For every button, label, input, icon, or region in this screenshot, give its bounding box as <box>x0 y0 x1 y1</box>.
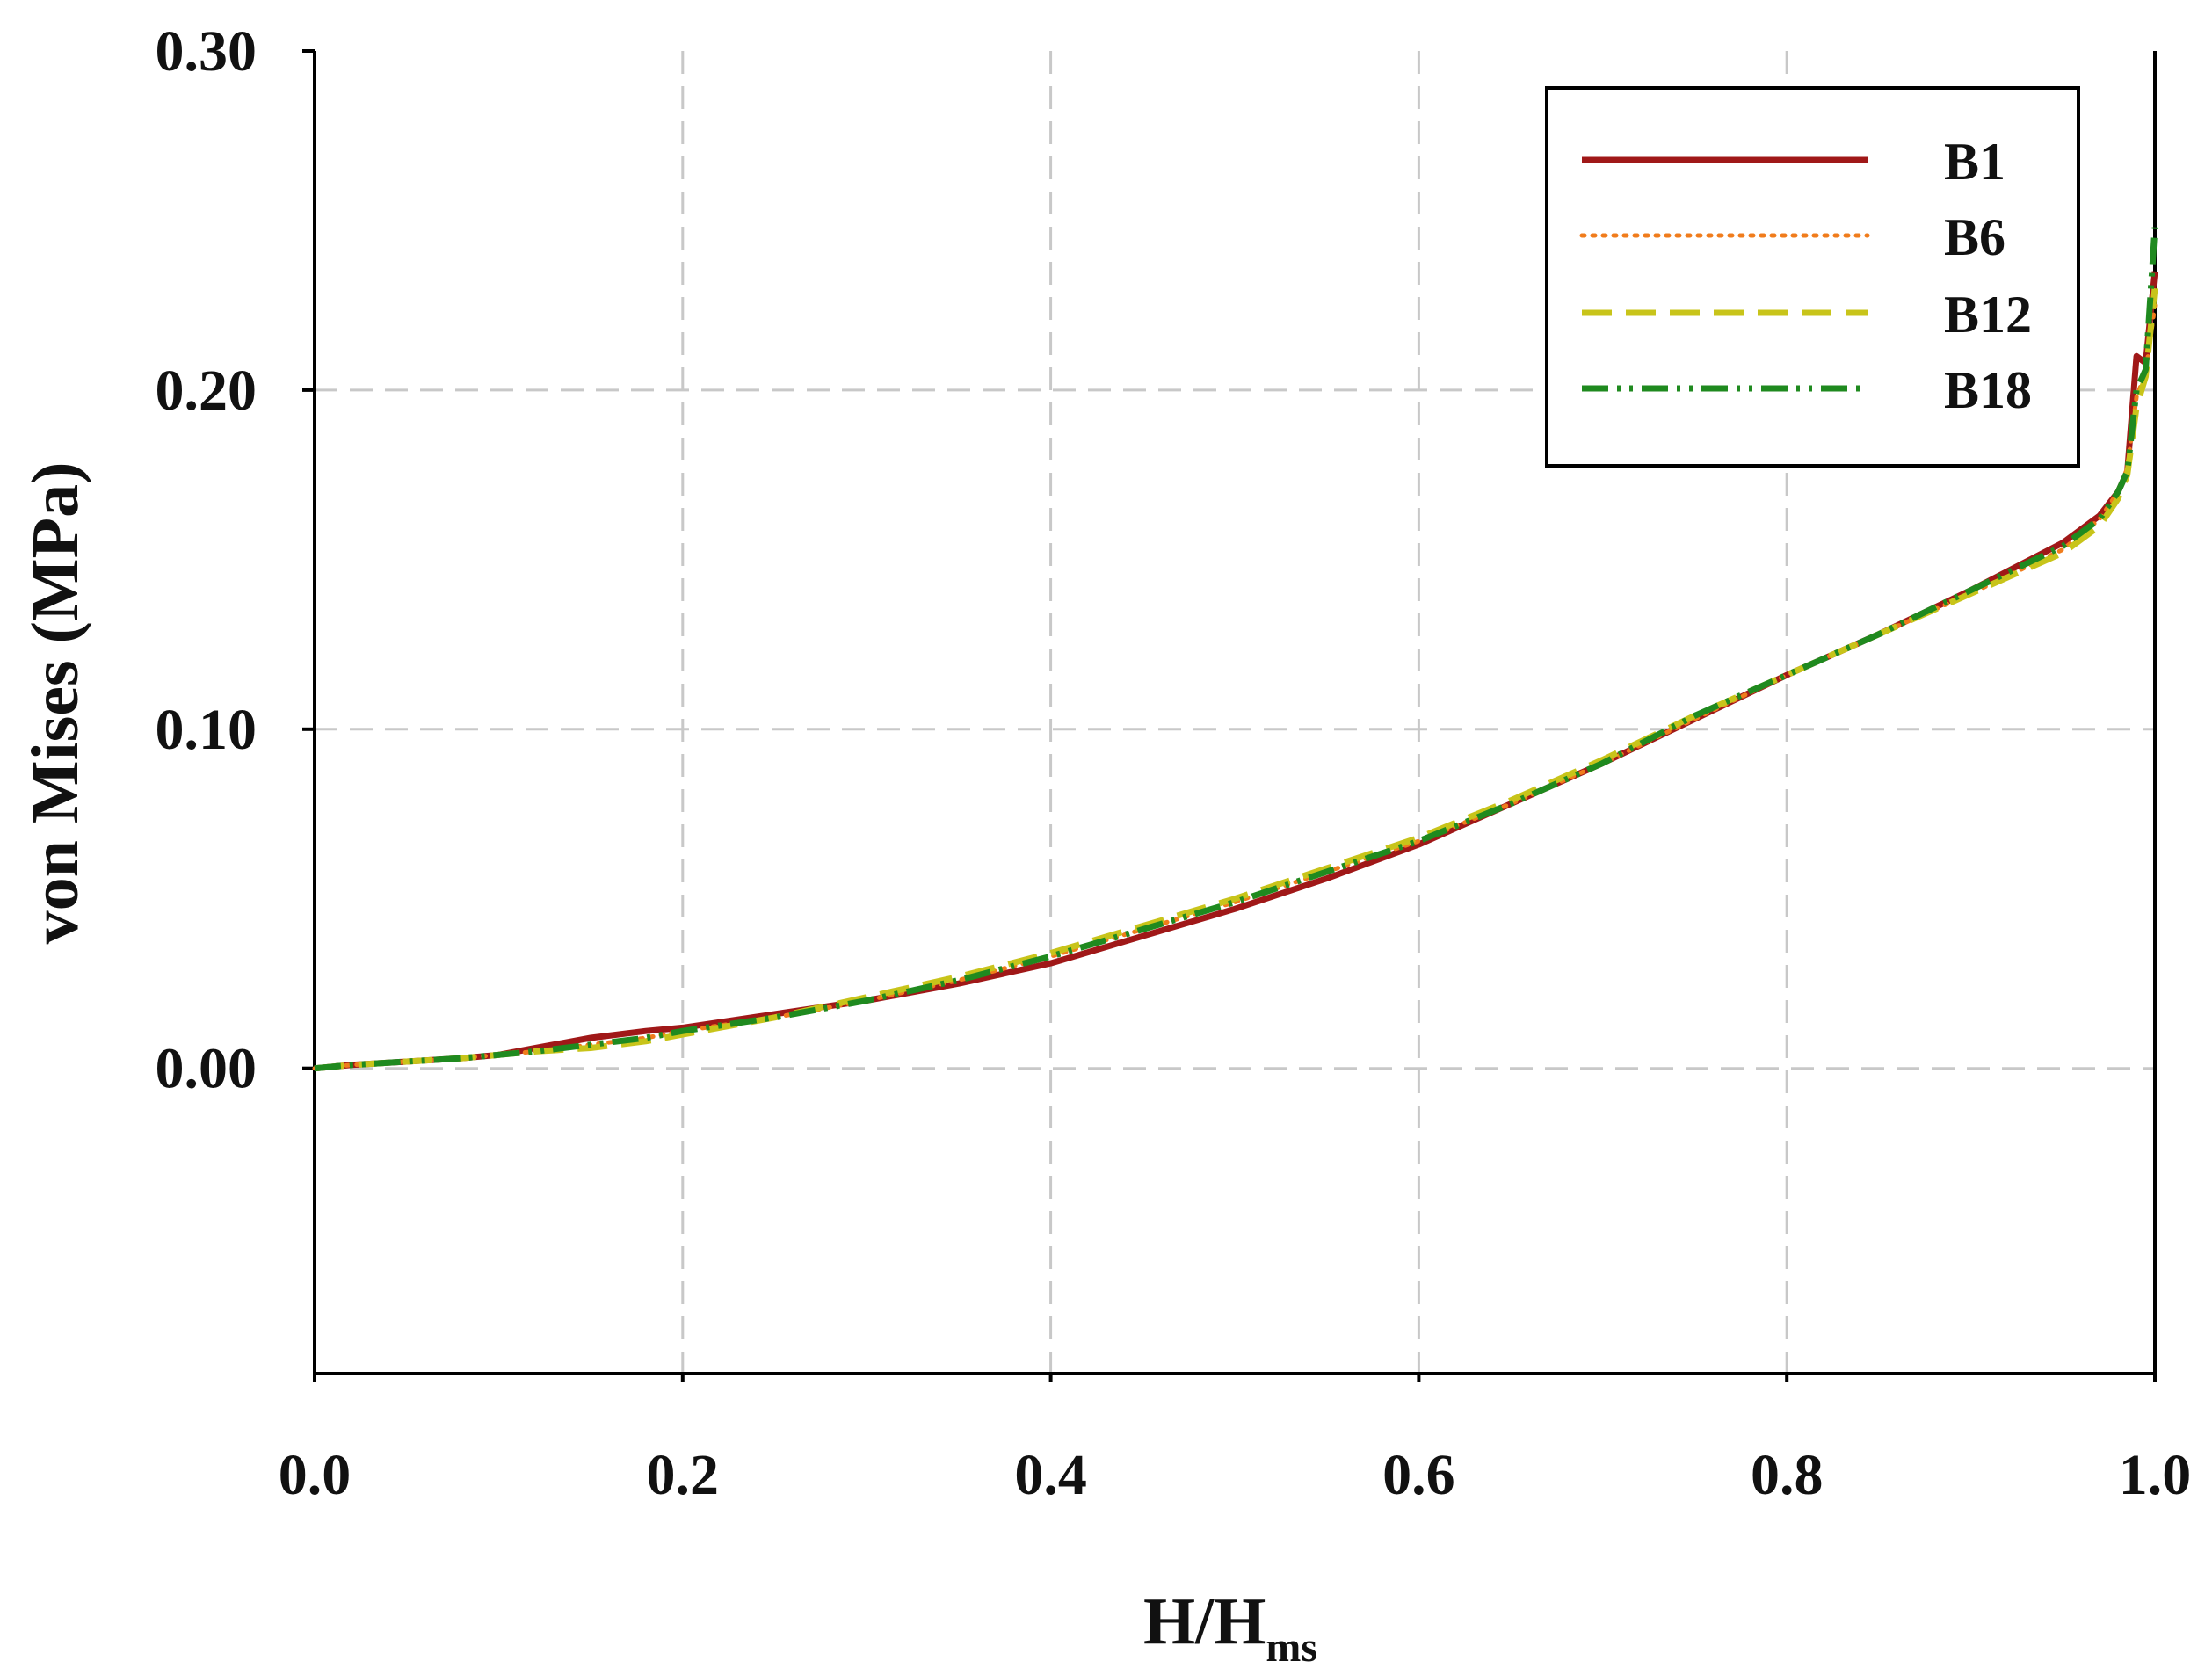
series-line-b12 <box>314 287 2158 1072</box>
legend-label-b12: B12 <box>1944 286 2032 344</box>
x-axis-title-main: H/H <box>1143 1584 1266 1658</box>
y-tick-label: 0.20 <box>156 359 257 423</box>
series-line-b18 <box>314 227 2158 1072</box>
legend-label-b6: B6 <box>1944 208 2005 266</box>
x-tick-label: 0.2 <box>647 1443 720 1507</box>
series-layer <box>312 227 2158 1072</box>
legend-items: B1 B6 B12 B18 <box>1579 133 2032 419</box>
x-axis-title-subscript: ms <box>1266 1624 1317 1671</box>
tick-labels: 0.0 0.2 0.4 0.6 0.8 1.0 0.00 0.10 0.20 0.30 <box>156 19 2192 1507</box>
legend: B1 B6 B12 B18 <box>1545 86 2080 468</box>
y-tick-label: 0.00 <box>156 1037 257 1101</box>
x-tick-label: 0.8 <box>1751 1443 1824 1507</box>
legend-label-b1: B1 <box>1944 133 2005 191</box>
x-tick-label: 0.6 <box>1382 1443 1455 1507</box>
y-tick-label: 0.10 <box>156 698 257 762</box>
legend-box <box>1545 86 2080 468</box>
x-axis-title: H/Hms <box>1143 1584 1317 1671</box>
x-tick-label: 0.4 <box>1014 1443 1087 1507</box>
x-tick-label: 0.0 <box>279 1443 352 1507</box>
legend-label-b18: B18 <box>1944 361 2032 419</box>
y-tick-label: 0.30 <box>156 19 257 83</box>
x-tick-label: 1.0 <box>2119 1443 2192 1507</box>
y-axis-title: von Mises (MPa) <box>18 462 92 945</box>
